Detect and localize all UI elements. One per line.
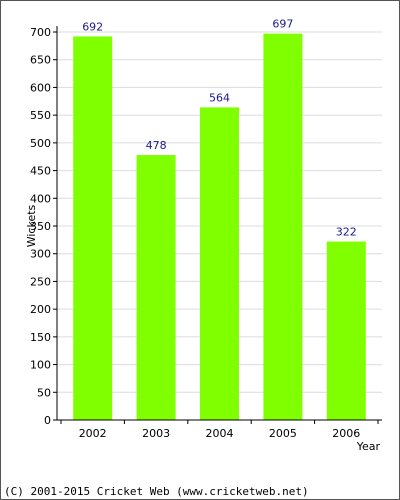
- bar-2002: [73, 36, 113, 420]
- y-tick-label: 50: [37, 386, 51, 399]
- data-label: 564: [209, 91, 230, 104]
- y-tick-label: 100: [30, 359, 51, 372]
- axes: [56, 26, 382, 421]
- y-tick-label: 450: [30, 165, 51, 178]
- bar-2004: [200, 107, 239, 420]
- y-tick-label: 0: [44, 414, 51, 427]
- y-tick-label: 500: [30, 137, 51, 150]
- x-tick-label: 2006: [332, 427, 360, 440]
- data-label: 322: [336, 226, 357, 239]
- bar-2005: [263, 33, 303, 421]
- x-tick-label: 2004: [206, 427, 234, 440]
- bar-2006: [326, 241, 366, 420]
- x-tick-label: 2005: [269, 427, 297, 440]
- y-tick-label: 550: [30, 109, 51, 122]
- y-tick-label: 200: [30, 303, 51, 316]
- y-tick-label: 700: [30, 26, 51, 39]
- y-tick-label: 250: [30, 275, 51, 288]
- copyright-text: (C) 2001-2015 Cricket Web (www.cricketwe…: [4, 485, 309, 498]
- bar-2003: [136, 155, 176, 420]
- x-ticks: 2002 2003 2004 2005 2006: [60, 420, 379, 440]
- x-axis-title: Year: [356, 440, 381, 453]
- bars: [73, 33, 366, 421]
- data-labels: 692 478 564 697 322: [82, 18, 357, 239]
- y-tick-label: 350: [30, 220, 51, 233]
- data-label: 692: [82, 20, 103, 33]
- y-tick-label: 150: [30, 331, 51, 344]
- y-tick-label: 400: [30, 192, 51, 205]
- data-label: 478: [146, 139, 167, 152]
- data-label: 697: [272, 18, 293, 31]
- y-tick-label: 650: [30, 54, 51, 67]
- y-tick-label: 300: [30, 248, 51, 261]
- x-tick-label: 2002: [79, 427, 107, 440]
- y-tick-label: 600: [30, 81, 51, 94]
- y-ticks: 0 50 100 150 200 250 300 350 400 450 500 550 600 650 7…: [30, 26, 57, 427]
- y-axis-title: Wickets: [25, 204, 38, 247]
- x-tick-label: 2003: [142, 427, 170, 440]
